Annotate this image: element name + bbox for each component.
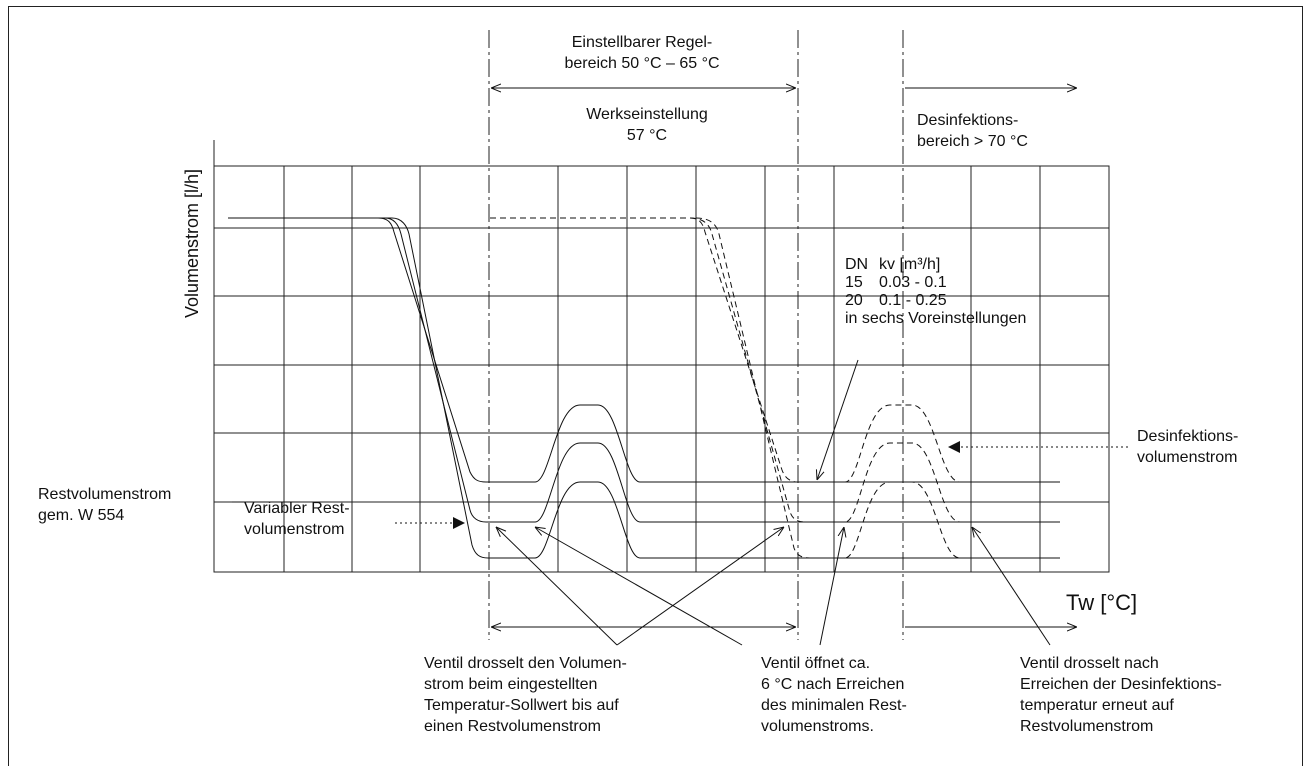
curve-dashed-mid <box>689 217 961 523</box>
range-markers <box>488 30 904 640</box>
leader-throttle-2 <box>616 527 784 646</box>
residual-flow-label: Restvolumenstrom gem. W 554 <box>38 486 172 524</box>
factory-setting-label: Werkseinstellung 57 °C <box>586 106 708 144</box>
range-label: Einstellbarer Regel- bereich 50 °C – 65 … <box>564 34 720 72</box>
kv-header-dn: DN <box>845 256 869 273</box>
leader-throttle-1 <box>496 527 618 646</box>
kv-table: DN kv [m³/h] 15 0.03 - 0.1 20 0.1 - 0.25… <box>845 256 1026 328</box>
leader-opens-2 <box>819 527 844 646</box>
leader-disinfection <box>972 527 1051 646</box>
y-axis-label: Volumenstrom [l/h] <box>182 168 202 318</box>
curve-dashed-high <box>490 217 961 483</box>
variable-residual-label: Variabler Rest- volumenstrom <box>244 500 350 538</box>
annotation-throttle-disinfection: Ventil drosselt nach Erreichen der Desin… <box>1020 655 1222 735</box>
plot-box <box>213 165 1110 573</box>
pointers <box>232 441 1128 529</box>
annotation-throttle-setpoint: Ventil drosselt den Volumen- strom beim … <box>424 655 627 735</box>
kv-table-row: 15 0.03 - 0.1 <box>845 274 1026 292</box>
leader-kv <box>817 359 859 480</box>
dashed-curves <box>490 217 961 559</box>
kv-table-note: in sechs Voreinstellungen <box>845 310 1027 327</box>
curve-solid-low <box>228 217 1060 559</box>
grid <box>213 140 1110 573</box>
kv-value: 0.1 - 0.25 <box>879 292 947 309</box>
curve-solid-high <box>228 217 1060 483</box>
outer-frame <box>8 6 1303 766</box>
kv-header-kv: kv [m³/h] <box>879 256 941 273</box>
kv-value: 0.03 - 0.1 <box>879 274 947 291</box>
x-axis-label: Tw [°C] <box>1066 590 1138 615</box>
curve-solid-mid <box>228 217 1060 523</box>
kv-dn: 20 <box>845 292 863 309</box>
kv-dn: 15 <box>845 274 863 291</box>
curve-dashed-low <box>695 217 961 559</box>
leader-opens-1 <box>535 527 743 646</box>
disinfection-range-label: Desinfektions- bereich > 70 °C <box>917 112 1028 150</box>
solid-curves <box>228 217 1060 559</box>
annotation-opens-after: Ventil öffnet ca. 6 °C nach Erreichen de… <box>761 655 907 735</box>
kv-table-row: 20 0.1 - 0.25 <box>845 292 1026 310</box>
kv-table-header: DN kv [m³/h] <box>845 256 1026 274</box>
leader-lines <box>496 359 1051 646</box>
dimension-arrows <box>491 88 1077 627</box>
disinfection-flow-label: Desinfektions- volumenstrom <box>1137 428 1239 466</box>
